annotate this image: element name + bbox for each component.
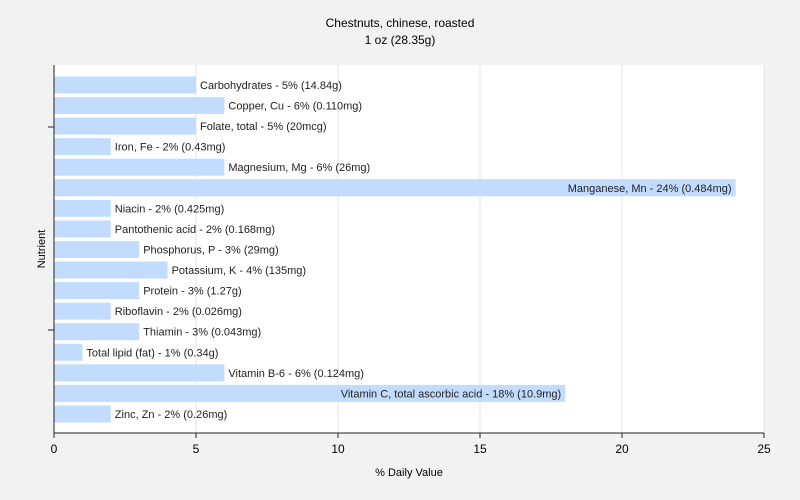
bar-label: Potassium, K - 4% (135mg) [172, 265, 307, 277]
bar [54, 384, 566, 402]
bar-label: Total lipid (fat) - 1% (0.34g) [86, 347, 218, 359]
bar-label: Zinc, Zn - 2% (0.26mg) [115, 409, 227, 421]
bar-label: Carbohydrates - 5% (14.84g) [200, 80, 342, 92]
x-tick-label: 25 [757, 442, 771, 456]
x-tick-label: 15 [473, 442, 487, 456]
x-tick-label: 10 [331, 442, 345, 456]
bar-label: Thiamin - 3% (0.043mg) [143, 327, 261, 339]
bar-label: Protein - 3% (1.27g) [143, 286, 241, 298]
x-axis-ticks: 0 5 10 15 20 25 [51, 433, 771, 456]
bar [54, 364, 225, 382]
bar-label: Magnesium, Mg - 6% (26mg) [228, 162, 370, 174]
bar-label: Manganese, Mn - 24% (0.484mg) [568, 183, 732, 195]
bar [54, 261, 168, 279]
bar [54, 240, 140, 258]
bar [54, 343, 83, 361]
chart-title: Chestnuts, chinese, roasted [326, 16, 475, 30]
bar [54, 76, 196, 94]
bar [54, 405, 111, 423]
bar [54, 282, 140, 300]
bar [54, 97, 225, 115]
bar-label: Riboflavin - 2% (0.026mg) [115, 306, 242, 318]
bar [54, 117, 196, 135]
x-axis-title: % Daily Value [375, 467, 443, 479]
x-tick-label: 20 [615, 442, 629, 456]
bar-label: Pantothenic acid - 2% (0.168mg) [115, 224, 275, 236]
bar [54, 158, 225, 176]
bar-label: Iron, Fe - 2% (0.43mg) [115, 142, 226, 154]
x-tick-label: 0 [51, 442, 58, 456]
y-axis-title: Nutrient [36, 230, 48, 269]
bar [54, 220, 111, 238]
bar-label: Niacin - 2% (0.425mg) [115, 203, 224, 215]
bar [54, 323, 140, 341]
bar-label: Vitamin B-6 - 6% (0.124mg) [228, 368, 364, 380]
bar-label: Folate, total - 5% (20mcg) [200, 121, 327, 133]
bar-label: Vitamin C, total ascorbic acid - 18% (10… [341, 388, 562, 400]
bar [54, 199, 111, 217]
bar [54, 179, 736, 197]
bar [54, 138, 111, 156]
x-tick-label: 5 [193, 442, 200, 456]
chart-subtitle: 1 oz (28.35g) [365, 33, 436, 47]
bar-label: Phosphorus, P - 3% (29mg) [143, 244, 279, 256]
bars: Carbohydrates - 5% (14.84g) Copper, Cu - … [54, 76, 736, 423]
bar [54, 302, 111, 320]
bar-label: Copper, Cu - 6% (0.110mg) [228, 101, 362, 113]
